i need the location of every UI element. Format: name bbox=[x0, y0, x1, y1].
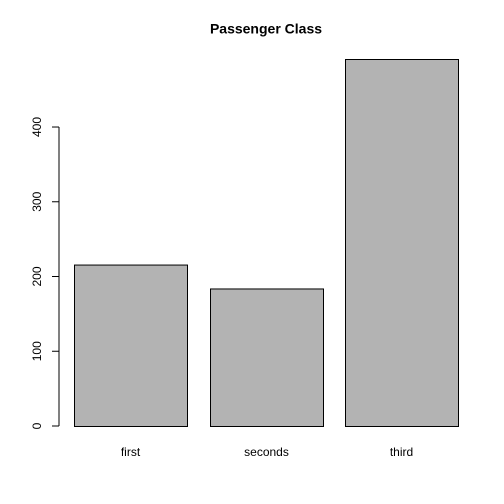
y-tick-label: 0 bbox=[30, 422, 44, 429]
y-tick-label: 100 bbox=[30, 341, 44, 361]
y-tick-label: 400 bbox=[30, 117, 44, 137]
chart-title: Passenger Class bbox=[210, 21, 322, 37]
y-tick-label: 300 bbox=[30, 191, 44, 211]
bar bbox=[74, 264, 188, 427]
y-tick-label: 200 bbox=[30, 266, 44, 286]
x-tick-label: first bbox=[121, 445, 141, 459]
x-tick-label: seconds bbox=[244, 445, 289, 459]
x-tick-label: third bbox=[390, 445, 413, 459]
bar bbox=[345, 59, 459, 427]
bar bbox=[210, 288, 324, 428]
